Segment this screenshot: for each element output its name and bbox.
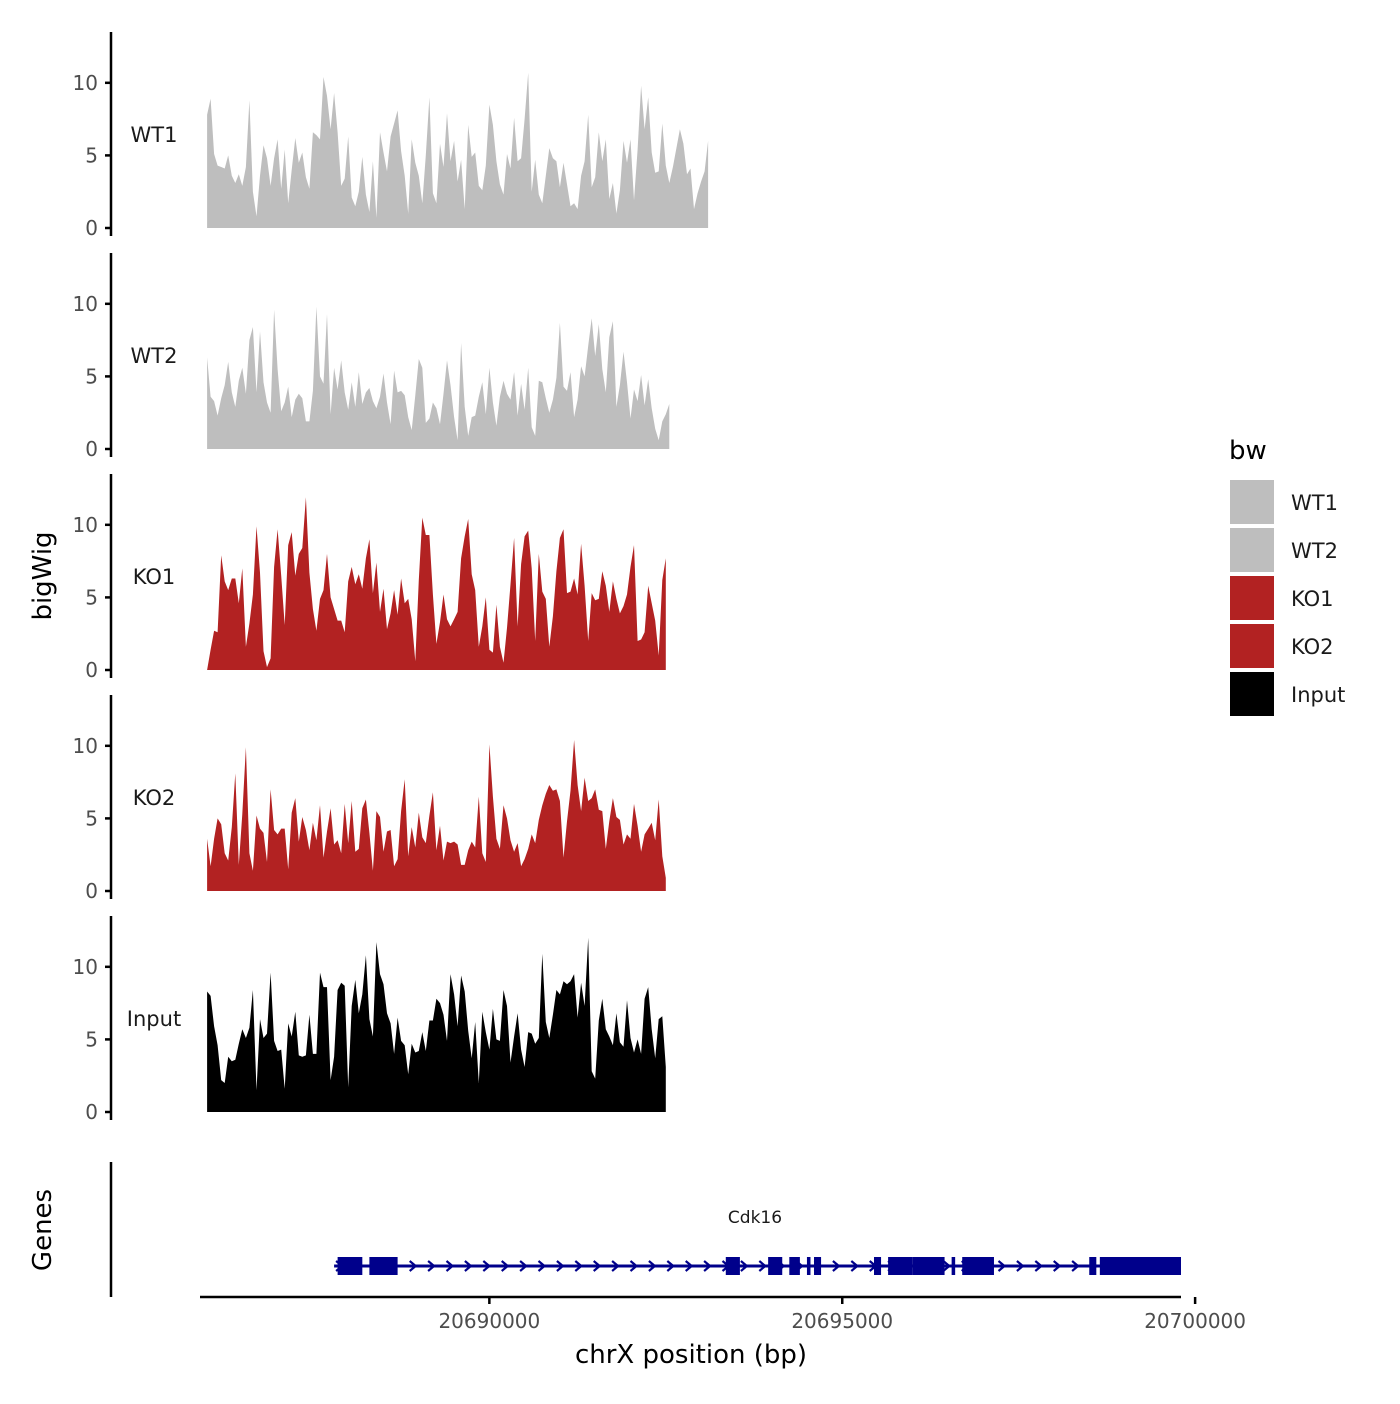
strand-arrow: [1016, 1260, 1025, 1272]
y-tick-label: 5: [85, 143, 98, 167]
strand-arrow: [648, 1260, 657, 1272]
legend-label-wt1: WT1: [1291, 491, 1338, 515]
area-ko1: [207, 497, 666, 670]
track-label: WT2: [131, 344, 178, 368]
strand-arrow: [703, 1260, 712, 1272]
legend-label-ko1: KO1: [1291, 587, 1334, 611]
strand-arrow: [482, 1260, 492, 1272]
strand-arrow: [1034, 1260, 1044, 1272]
legend-title: bw: [1229, 436, 1267, 466]
gene-exon: [888, 1257, 913, 1275]
y-tick-label: 10: [73, 734, 98, 758]
strand-arrow: [519, 1260, 528, 1272]
area-wt2: [207, 306, 670, 449]
y-tick-label: 0: [85, 658, 98, 682]
y-tick-label: 5: [85, 1027, 98, 1051]
strand-arrow: [832, 1260, 841, 1272]
legend-label-ko2: KO2: [1291, 635, 1334, 659]
strand-arrow: [629, 1260, 639, 1272]
strand-arrow: [666, 1260, 676, 1272]
legend: bw WT1 WT2 KO1 KO2 Input: [1229, 436, 1345, 716]
y-tick-label: 0: [85, 1100, 98, 1124]
legend-label-input: Input: [1291, 683, 1345, 707]
strand-arrow: [556, 1260, 565, 1272]
gene-exon: [962, 1257, 994, 1275]
x-axis-title: chrX position (bp): [575, 1340, 807, 1370]
strand-arrow: [464, 1260, 473, 1272]
y-tick-label: 5: [85, 585, 98, 609]
gene-exon: [337, 1257, 363, 1275]
track-input: 0 5 10 Input: [73, 916, 666, 1124]
genes-axis-title: Genes: [28, 1189, 58, 1271]
genes-panel: Genes Cdk16: [28, 1162, 1181, 1297]
strand-arrow: [500, 1260, 510, 1272]
track-wt2: 0 5 10 WT2: [73, 253, 670, 461]
y-tick-label: 5: [85, 806, 98, 830]
track-label: KO1: [133, 565, 176, 589]
strand-arrow: [997, 1260, 1007, 1272]
gene-exon: [725, 1257, 740, 1275]
track-ko1: 0 5 10 KO1: [73, 474, 666, 682]
strand-arrow: [445, 1260, 455, 1272]
x-ticks: 20690000 20695000 20700000: [438, 1297, 1246, 1333]
gene-exon: [768, 1257, 783, 1275]
track-label: WT1: [131, 123, 178, 147]
track-ko2: 0 5 10 KO2: [73, 695, 666, 903]
gene-exon: [789, 1257, 800, 1275]
area-wt1: [207, 72, 709, 228]
gene-model: [334, 1257, 1181, 1275]
x-tick-label: 20690000: [438, 1309, 540, 1333]
strand-arrow: [1052, 1260, 1062, 1272]
y-tick-label: 10: [73, 71, 98, 95]
gene-exon: [873, 1257, 882, 1275]
gene-exon: [912, 1257, 945, 1275]
strand-arrow: [537, 1260, 547, 1272]
legend-swatch-ko2: [1230, 624, 1274, 668]
track-panels: 0 5 10 WT1 0 5 10 WT2 0 5 10 KO1 0 5 10 KO2 0 5 10 Input: [73, 32, 709, 1124]
track-label: Input: [127, 1007, 181, 1031]
strand-arrow: [758, 1260, 768, 1272]
x-tick-label: 20700000: [1144, 1309, 1246, 1333]
track-wt1: 0 5 10 WT1: [73, 32, 709, 240]
strand-arrow: [740, 1260, 749, 1272]
gene-exon: [951, 1257, 956, 1275]
gene-exon: [1089, 1257, 1097, 1275]
x-tick-label: 20695000: [791, 1309, 893, 1333]
area-ko2: [207, 740, 666, 891]
gene-label: Cdk16: [728, 1208, 782, 1228]
strand-arrow: [942, 1260, 952, 1272]
strand-arrow: [850, 1260, 860, 1272]
area-input: [207, 937, 666, 1112]
strand-arrow: [684, 1260, 694, 1272]
gene-exon: [814, 1257, 822, 1275]
track-label: KO2: [133, 786, 176, 810]
y-tick-label: 0: [85, 879, 98, 903]
gene-exon: [806, 1257, 811, 1275]
y-axis-title: bigWig: [28, 531, 58, 620]
strand-arrow: [574, 1260, 584, 1272]
y-tick-label: 10: [73, 292, 98, 316]
legend-swatch-input: [1230, 672, 1274, 716]
x-axis: 20690000 20695000 20700000 chrX position (…: [200, 1295, 1246, 1370]
legend-swatch-ko1: [1230, 576, 1274, 620]
gene-exon: [1099, 1257, 1181, 1275]
strand-arrow: [427, 1260, 436, 1272]
y-tick-label: 10: [73, 955, 98, 979]
strand-arrow: [1071, 1260, 1080, 1272]
legend-swatch-wt1: [1230, 480, 1274, 524]
y-tick-label: 0: [85, 437, 98, 461]
y-tick-label: 5: [85, 364, 98, 388]
legend-label-wt2: WT2: [1291, 539, 1338, 563]
gene-exon: [369, 1257, 398, 1275]
strand-arrow: [408, 1260, 418, 1272]
strand-arrow: [611, 1260, 620, 1272]
y-tick-label: 10: [73, 513, 98, 537]
legend-swatch-wt2: [1230, 528, 1274, 572]
strand-arrow: [592, 1260, 602, 1272]
y-tick-label: 0: [85, 216, 98, 240]
